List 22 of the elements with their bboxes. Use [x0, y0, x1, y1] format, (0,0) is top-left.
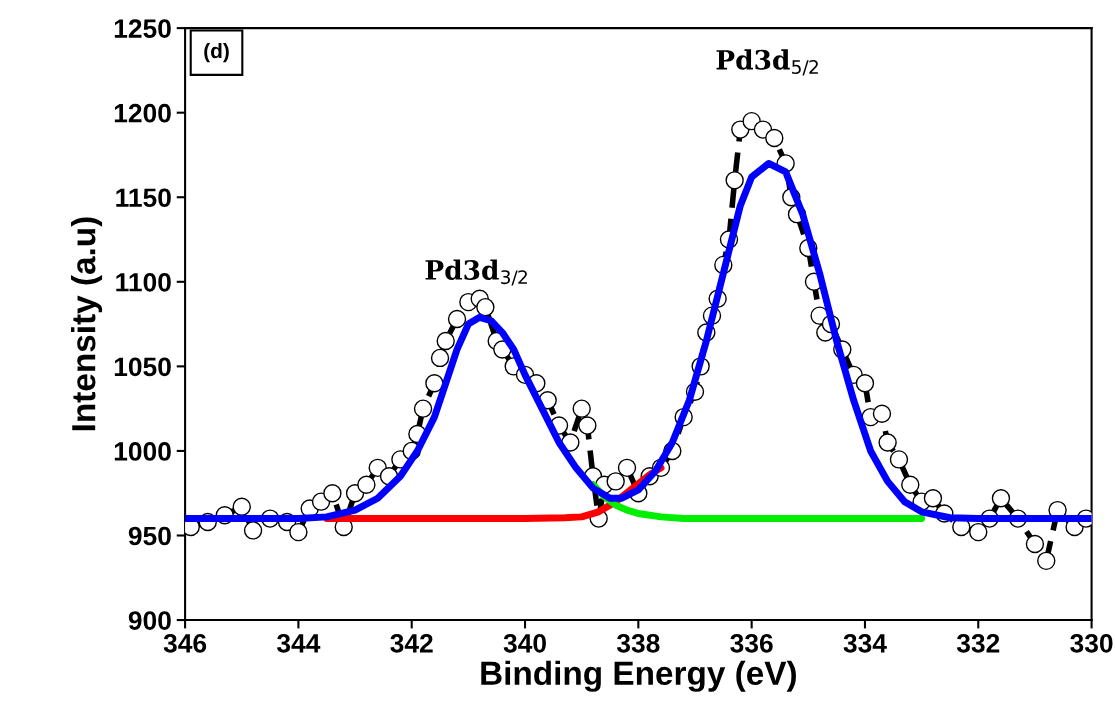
x-axis-title: Binding Energy (eV)	[481, 660, 796, 692]
y-axis-title: Intensity (a.u)	[71, 217, 103, 431]
annotation: Pd3d$_{3/2}$	[425, 259, 527, 286]
y-tick-label: 1200	[114, 103, 171, 123]
y-tick-label: 1150	[116, 188, 171, 208]
y-tick-label: 1100	[116, 272, 171, 292]
annotation: (d)	[204, 42, 229, 63]
y-tick-label: 1050	[114, 357, 171, 377]
x-tick-label: 344	[277, 633, 321, 653]
y-tick-label: 950	[128, 526, 171, 546]
y-tick-label: 1250	[114, 19, 171, 38]
annotation: Pd3d$_{5/2}$	[716, 49, 818, 76]
x-tick-label: 338	[616, 633, 660, 653]
x-tick-label: 334	[843, 633, 887, 653]
y-tick-label: 1000	[114, 442, 171, 461]
x-tick-label: 346	[163, 633, 207, 653]
y-tick-label: 900	[128, 611, 171, 630]
x-tick-label: 342	[390, 633, 433, 653]
x-tick-label: 332	[956, 633, 1000, 653]
x-tick-label: 336	[730, 633, 773, 653]
x-tick-label: 340	[503, 633, 546, 653]
x-tick-label: 330	[1070, 633, 1113, 653]
